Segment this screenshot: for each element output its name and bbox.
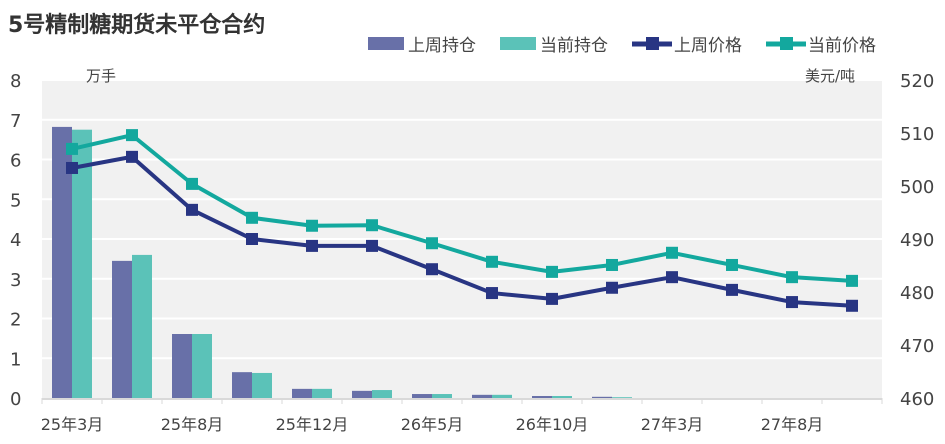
bar-current: [492, 394, 512, 398]
left-tick-label: 1: [10, 349, 21, 370]
legend-label: 上周价格: [674, 36, 742, 56]
legend-swatch: [500, 37, 536, 50]
right-tick-label: 500: [900, 177, 934, 198]
line-point: [786, 296, 798, 309]
line-point: [246, 211, 258, 224]
bar-current: [312, 388, 332, 398]
line-point: [486, 287, 498, 300]
line-point: [306, 219, 318, 232]
line-point: [186, 203, 198, 216]
line-last-week-price: [71, 154, 853, 308]
x-tick-label: 27年8月: [761, 415, 824, 434]
left-tick-label: 4: [10, 230, 21, 251]
x-tick-label: 27年3月: [641, 415, 704, 434]
x-tick-label: 26年10月: [516, 415, 589, 434]
line-point: [126, 150, 138, 163]
right-tick-label: 520: [900, 71, 934, 92]
bar-current: [132, 254, 152, 398]
bar-last-week: [472, 394, 492, 398]
line-point: [186, 177, 198, 190]
legend-marker: [646, 37, 659, 50]
legend-marker: [780, 37, 793, 50]
line-point: [726, 283, 738, 296]
line-point: [726, 258, 738, 271]
bar-last-week: [232, 372, 252, 398]
line-point: [66, 142, 78, 155]
line-point: [846, 299, 858, 312]
right-tick-label: 480: [900, 283, 934, 304]
left-tick-label: 6: [10, 151, 21, 172]
legend-label: 当前价格: [808, 36, 876, 56]
right-tick-label: 470: [900, 336, 934, 357]
line-current-price: [71, 133, 853, 283]
bar-last-week: [412, 394, 432, 398]
line-point: [546, 265, 558, 278]
bar-last-week: [52, 126, 72, 398]
bar-last-week: [532, 396, 552, 398]
bar-last-week: [352, 390, 372, 398]
bar-current: [192, 334, 212, 398]
left-tick-label: 5: [10, 190, 21, 211]
line-point: [846, 274, 858, 287]
x-tick-label: 25年3月: [41, 415, 104, 434]
line-point: [246, 233, 258, 245]
left-tick-label: 8: [10, 71, 21, 92]
left-tick-label: 0: [10, 389, 21, 410]
left-tick-label: 7: [10, 111, 21, 132]
line-point: [426, 263, 438, 276]
bar-last-week: [112, 260, 132, 398]
left-tick-label: 2: [10, 310, 21, 331]
bar-current: [552, 396, 572, 398]
bar-current: [252, 372, 272, 398]
bar-current: [372, 390, 392, 398]
line-point: [546, 292, 558, 305]
x-tick-label: 26年5月: [401, 415, 464, 434]
right-tick-label: 460: [900, 389, 934, 410]
bar-current: [72, 129, 92, 398]
line-point: [426, 237, 438, 250]
chart-title: 5号精制糖期货未平仓合约: [8, 12, 265, 38]
line-point: [666, 246, 678, 259]
legend-swatch: [368, 37, 404, 50]
x-tick-label: 25年8月: [161, 415, 224, 434]
legend: 上周持仓 当前持仓 上周价格 当前价格: [368, 36, 876, 56]
right-axis-unit: 美元/吨: [805, 67, 855, 85]
bar-current: [612, 397, 632, 398]
line-point: [786, 271, 798, 284]
line-point: [486, 255, 498, 268]
legend-label: 上周持仓: [408, 36, 476, 56]
bar-last-week: [172, 334, 192, 398]
line-point: [606, 258, 618, 271]
x-tick-label: 25年12月: [276, 415, 349, 434]
line-point: [306, 239, 318, 252]
left-axis-unit: 万手: [86, 67, 116, 85]
bar-last-week: [292, 388, 312, 398]
bar-last-week: [592, 396, 612, 398]
right-tick-label: 510: [900, 124, 934, 145]
right-tick-label: 490: [900, 230, 934, 251]
bar-current: [432, 394, 452, 398]
line-point: [366, 219, 378, 232]
line-point: [66, 161, 78, 174]
left-tick-label: 3: [10, 270, 21, 291]
legend-label: 当前持仓: [540, 36, 608, 56]
line-point: [126, 129, 138, 142]
line-point: [366, 239, 378, 252]
line-point: [606, 281, 618, 294]
line-point: [666, 271, 678, 284]
